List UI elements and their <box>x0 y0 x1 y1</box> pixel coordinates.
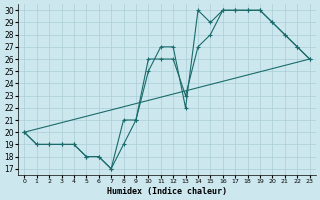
X-axis label: Humidex (Indice chaleur): Humidex (Indice chaleur) <box>107 187 227 196</box>
